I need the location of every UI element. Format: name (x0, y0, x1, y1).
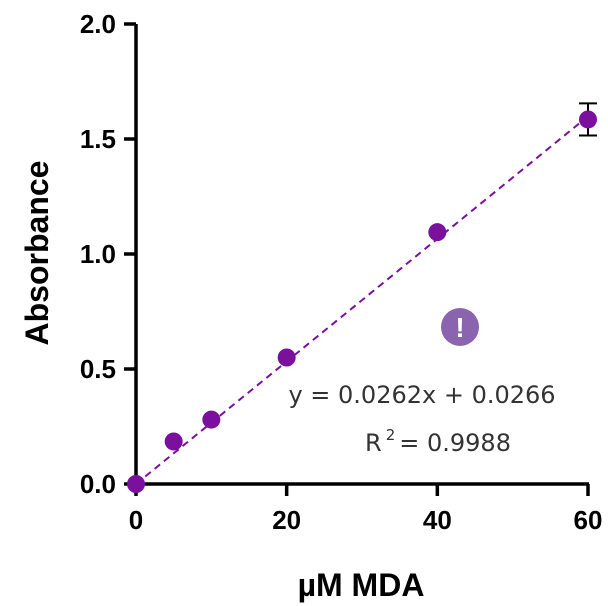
data-point (202, 410, 221, 429)
y-tick-label: 1.5 (80, 124, 116, 154)
y-tick-label: 0.0 (80, 469, 116, 499)
x-tick-label: 20 (272, 505, 301, 535)
x-ticks: 0 20 40 60 (129, 484, 603, 535)
badge-circle (441, 308, 479, 346)
x-tick-label: 60 (574, 505, 603, 535)
r-squared-value: = 0.9988 (399, 429, 511, 457)
warning-badge: ! (441, 308, 479, 346)
data-point (164, 432, 183, 451)
fit-line (135, 115, 589, 485)
data-point (127, 475, 145, 493)
y-ticks: 0.0 0.5 1.0 1.5 2.0 (80, 9, 136, 499)
exclamation-icon: ! (455, 312, 464, 343)
data-points (127, 110, 597, 493)
y-tick-label: 0.5 (80, 354, 116, 384)
y-axis-title: Absorbance (19, 161, 55, 346)
r-squared-annotation: R 2 = 0.9988 (365, 426, 511, 457)
x-axis-title: µM MDA (298, 567, 425, 603)
r-squared-superscript: 2 (386, 426, 396, 444)
data-point (428, 223, 447, 242)
x-tick-label: 0 (129, 505, 143, 535)
data-point (579, 110, 597, 129)
x-tick-label: 40 (423, 505, 452, 535)
y-tick-label: 1.0 (80, 239, 116, 269)
r-squared-prefix: R (365, 429, 382, 457)
regression-equation: y = 0.0262x + 0.0266 (288, 381, 555, 409)
data-point (277, 348, 296, 367)
y-tick-label: 2.0 (80, 9, 116, 39)
